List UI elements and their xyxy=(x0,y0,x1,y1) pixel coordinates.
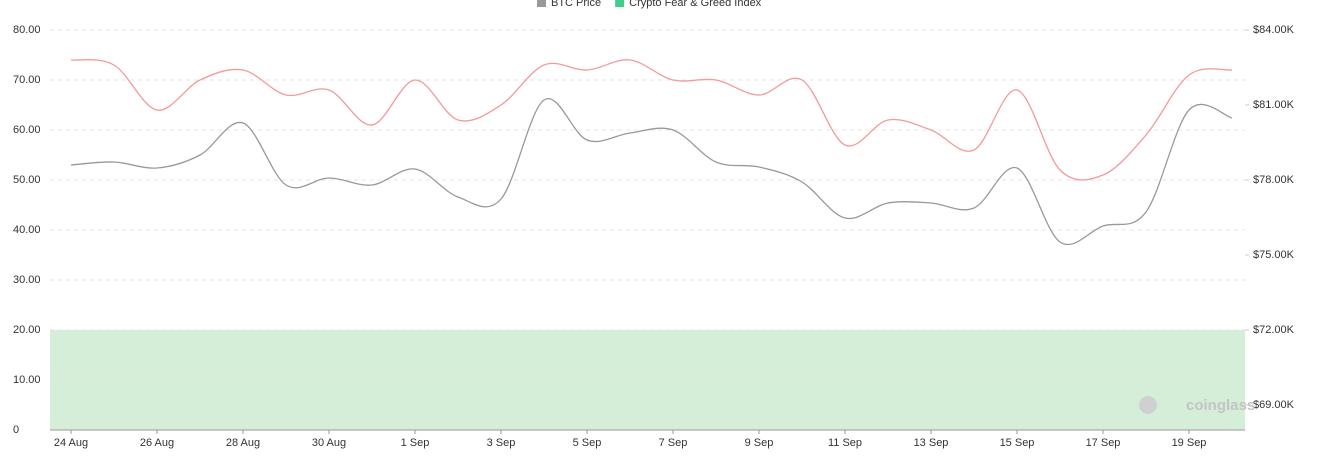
y-tick-label: 60.00 xyxy=(13,124,41,136)
x-tick-label: 24 Aug xyxy=(54,437,88,449)
series-line xyxy=(70,59,1233,181)
x-tick-label: 26 Aug xyxy=(140,437,174,449)
x-tick-label: 7 Sep xyxy=(659,437,688,449)
y-tick-label: 80.00 xyxy=(13,24,41,36)
x-tick-label: 3 Sep xyxy=(487,437,516,449)
legend-swatch xyxy=(537,0,546,7)
x-tick-label: 13 Sep xyxy=(914,437,949,449)
x-tick-label: 11 Sep xyxy=(828,437,862,449)
x-tick-label: 9 Sep xyxy=(745,437,774,449)
series-line xyxy=(70,97,1233,245)
x-tick-label: 15 Sep xyxy=(1000,437,1035,449)
x-tick-label: 28 Aug xyxy=(226,437,260,449)
x-tick-label: 1 Sep xyxy=(401,437,430,449)
y-tick-label: 10.00 xyxy=(13,374,41,386)
x-tick-label: 17 Sep xyxy=(1086,437,1121,449)
watermark-icon xyxy=(1139,396,1157,414)
x-tick-label: 30 Aug xyxy=(312,437,346,449)
y-tick-label: 30.00 xyxy=(13,274,41,286)
legend-label: BTC Price xyxy=(551,0,601,9)
y2-tick-label: $81.00K xyxy=(1253,99,1295,111)
y2-tick-label: $84.00K xyxy=(1253,24,1295,36)
y2-tick-label: $69.00K xyxy=(1253,399,1295,411)
y-tick-label: 50.00 xyxy=(13,174,41,186)
y-tick-label: 20.00 xyxy=(13,324,41,336)
x-tick-label: 5 Sep xyxy=(573,437,602,449)
watermark: coinglass xyxy=(1186,397,1255,414)
y2-tick-label: $72.00K xyxy=(1253,324,1295,336)
x-tick-label: 19 Sep xyxy=(1172,437,1207,449)
legend-label: Crypto Fear & Greed Index xyxy=(629,0,762,9)
y-tick-label: 70.00 xyxy=(13,74,41,86)
y-tick-label: 0 xyxy=(13,424,19,436)
y-tick-label: 40.00 xyxy=(13,224,41,236)
legend-swatch xyxy=(615,0,625,7)
y2-tick-label: $75.00K xyxy=(1253,249,1295,261)
y2-tick-label: $78.00K xyxy=(1253,174,1295,186)
